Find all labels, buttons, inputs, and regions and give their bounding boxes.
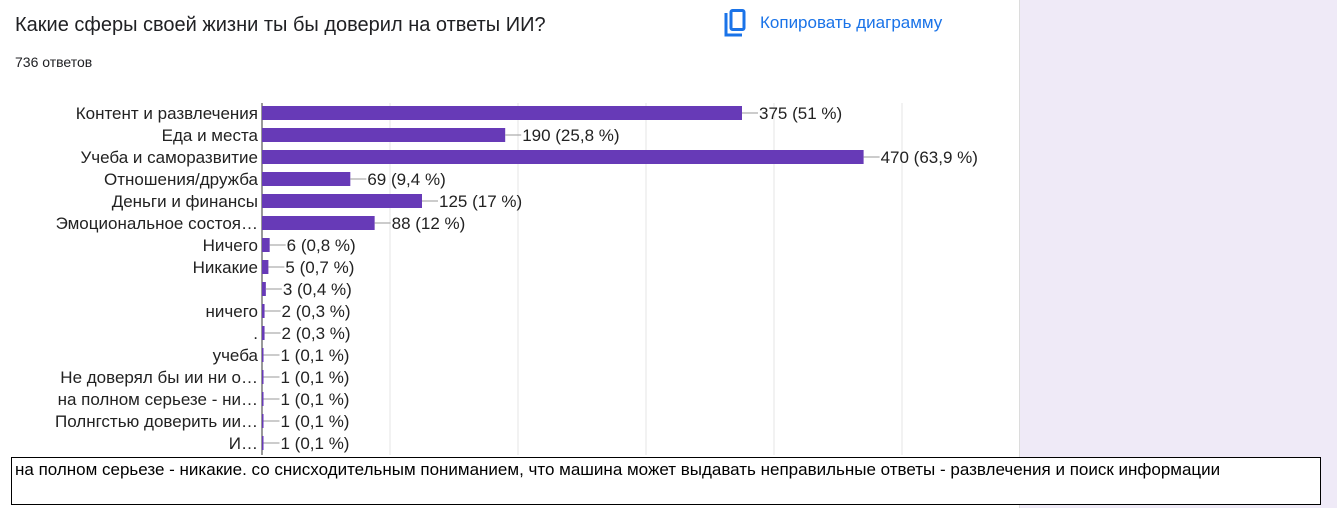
side-panel [1019, 0, 1337, 508]
category-label: Полнгстью доверить ии… [55, 412, 258, 431]
data-label: 1 (0,1 %) [281, 434, 350, 453]
category-label: Деньги и финансы [112, 192, 258, 211]
bar [262, 260, 269, 274]
category-label: Контент и развлечения [76, 104, 258, 123]
bar [262, 106, 742, 120]
category-label: Эмоциональное состоя… [56, 214, 258, 233]
category-label: учеба [213, 346, 259, 365]
category-label: Отношения/дружба [104, 170, 259, 189]
tooltip: на полном серьезе - никакие. со снисходи… [11, 457, 1321, 505]
bar [262, 150, 864, 164]
data-label: 1 (0,1 %) [281, 390, 350, 409]
bar [262, 128, 506, 142]
data-label: 375 (51 %) [759, 104, 842, 123]
bar [262, 414, 264, 428]
category-label: . [253, 324, 258, 343]
response-count: 736 ответов [15, 54, 93, 70]
category-label: ничего [206, 302, 258, 321]
data-label: 3 (0,4 %) [283, 280, 352, 299]
category-label: Учеба и саморазвитие [80, 148, 258, 167]
data-label: 1 (0,1 %) [281, 346, 350, 365]
category-label: Не доверял бы ии ни о… [60, 368, 258, 387]
bar-chart: Контент и развлечения 375 (51 %) Еда и мес… [55, 103, 978, 455]
category-label: Никакие [193, 258, 258, 277]
bar [262, 436, 264, 450]
bar [262, 194, 422, 208]
bar [262, 348, 264, 362]
data-label: 5 (0,7 %) [285, 258, 354, 277]
data-label: 69 (9,4 %) [367, 170, 445, 189]
bar [262, 304, 265, 318]
copy-icon [724, 9, 746, 37]
data-label: 6 (0,8 %) [287, 236, 356, 255]
copy-chart-label: Копировать диаграмму [760, 13, 943, 32]
data-label: 190 (25,8 %) [522, 126, 619, 145]
bar [262, 172, 351, 186]
bar [262, 282, 266, 296]
data-label: 2 (0,3 %) [282, 302, 351, 321]
copy-chart-button[interactable]: Копировать диаграмму [724, 9, 942, 37]
category-label: Еда и места [162, 126, 259, 145]
data-label: 88 (12 %) [392, 214, 466, 233]
data-label: 470 (63,9 %) [881, 148, 978, 167]
question-title: Какие сферы своей жизни ты бы доверил на… [15, 14, 546, 36]
data-label: 125 (17 %) [439, 192, 522, 211]
bar [262, 326, 265, 340]
data-label: 2 (0,3 %) [282, 324, 351, 343]
category-label: Ничего [203, 236, 258, 255]
data-label: 1 (0,1 %) [281, 368, 350, 387]
bar [262, 370, 264, 384]
category-label: И… [229, 434, 258, 453]
data-label: 1 (0,1 %) [281, 412, 350, 431]
bar [262, 392, 264, 406]
bar [262, 238, 270, 252]
bar [262, 216, 375, 230]
category-label: на полном серьезе - ни… [58, 390, 258, 409]
